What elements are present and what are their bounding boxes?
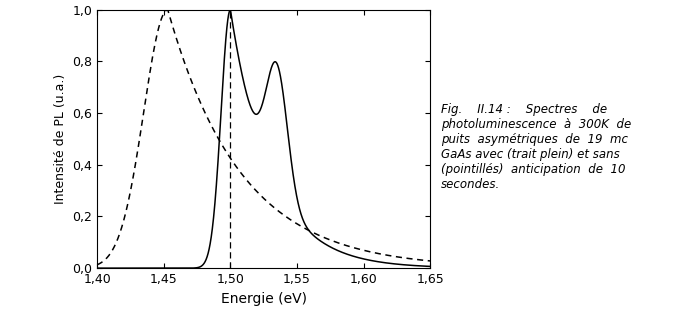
X-axis label: Energie (eV): Energie (eV) [221, 292, 307, 305]
Y-axis label: Intensité de PL (u.a.): Intensité de PL (u.a.) [53, 74, 67, 204]
Text: Fig.    II.14 :    Spectres    de
photoluminescence  à  300K  de
puits  asymétri: Fig. II.14 : Spectres de photoluminescen… [441, 103, 631, 191]
